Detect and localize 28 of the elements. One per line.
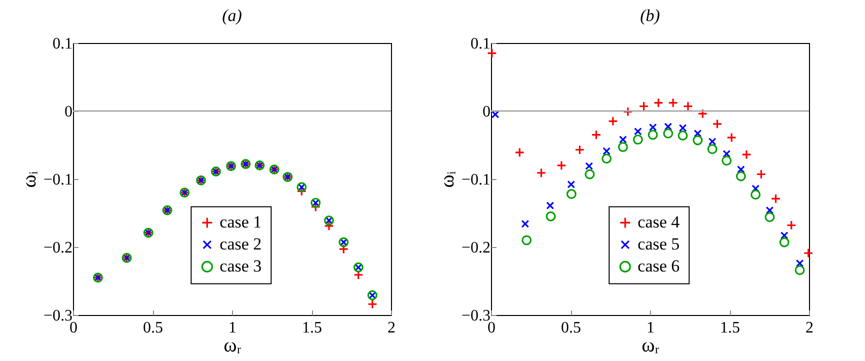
y-axis-title: ωᵢ bbox=[436, 170, 458, 188]
y-tick-label: −0.2 bbox=[461, 240, 490, 256]
x-tick-label: 2 bbox=[388, 320, 396, 336]
x-tick-label: 1 bbox=[228, 320, 236, 336]
x-tick-label: 1.5 bbox=[720, 320, 740, 336]
legend-label: case 1 bbox=[220, 212, 262, 232]
y-tick-label: 0.1 bbox=[52, 36, 72, 52]
y-axis-title: ωᵢ bbox=[18, 170, 40, 188]
chart-title: (b) bbox=[640, 6, 660, 25]
y-tick-label: −0.2 bbox=[43, 240, 72, 256]
x-tick-label: 0.5 bbox=[143, 320, 163, 336]
x-tick-label: 0.5 bbox=[561, 320, 581, 336]
y-tick-label: 0 bbox=[64, 104, 72, 120]
legend-label: case 2 bbox=[220, 234, 262, 254]
chart-title: (a) bbox=[222, 6, 242, 25]
legend-label: case 5 bbox=[638, 234, 680, 254]
legend-label: case 3 bbox=[220, 256, 262, 276]
x-tick-label: 1.5 bbox=[302, 320, 322, 336]
x-axis-title: ωᵣ bbox=[224, 334, 242, 356]
y-tick-label: −0.1 bbox=[43, 172, 72, 188]
legend-label: case 4 bbox=[638, 212, 680, 232]
y-tick-label: 0 bbox=[482, 104, 490, 120]
legend-label: case 6 bbox=[638, 256, 680, 276]
x-axis-title: ωᵣ bbox=[642, 334, 660, 356]
x-tick-label: 2 bbox=[806, 320, 814, 336]
y-tick-label: 0.1 bbox=[470, 36, 490, 52]
x-tick-label: 1 bbox=[646, 320, 654, 336]
y-tick-label: −0.1 bbox=[461, 172, 490, 188]
